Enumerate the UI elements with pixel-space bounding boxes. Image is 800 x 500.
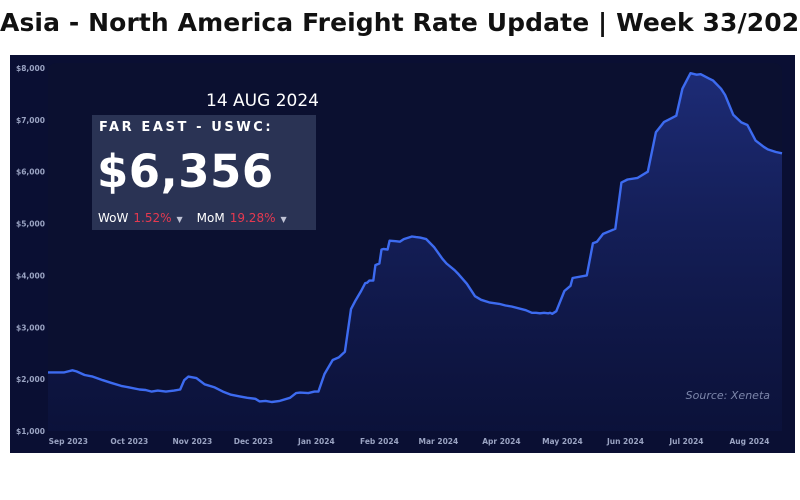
- rate-info-box: FAR EAST - USWC: $6,356 WoW 1.52% ▼ MoM 19.2…: [92, 115, 316, 230]
- x-tick-label: Jul 2024: [668, 437, 703, 446]
- mom-value: 19.28%: [229, 211, 276, 225]
- x-tick-label: May 2024: [542, 437, 583, 446]
- change-stats: WoW 1.52% ▼ MoM 19.28% ▼: [98, 211, 301, 225]
- date-label: 14 AUG 2024: [206, 91, 319, 111]
- wow-label: WoW: [98, 211, 129, 225]
- y-tick-label: $5,000: [16, 220, 45, 229]
- route-label: FAR EAST - USWC:: [99, 120, 274, 135]
- bottom-strip: [0, 460, 800, 500]
- x-tick-label: Mar 2024: [419, 437, 459, 446]
- y-tick-label: $1,000: [16, 427, 45, 436]
- x-tick-label: Sep 2023: [49, 437, 88, 446]
- x-tick-label: Nov 2023: [172, 437, 212, 446]
- x-tick-label: Dec 2023: [234, 437, 273, 446]
- x-tick-label: Aug 2024: [729, 437, 769, 446]
- x-tick-label: Feb 2024: [360, 437, 399, 446]
- x-tick-label: Oct 2023: [110, 437, 148, 446]
- y-axis: $1,000 $2,000 $3,000 $4,000 $5,000 $6,000 $7,0…: [16, 64, 45, 436]
- series-line: [48, 72, 783, 404]
- source-label: Source: Xeneta: [685, 389, 770, 402]
- x-tick-label: Jun 2024: [606, 437, 644, 446]
- y-tick-label: $7,000: [16, 116, 45, 125]
- y-tick-label: $6,000: [16, 168, 45, 177]
- wow-down-caret-icon: ▼: [176, 215, 183, 224]
- y-tick-label: $2,000: [16, 375, 45, 384]
- chart-panel: $1,000 $2,000 $3,000 $4,000 $5,000 $6,000 $7,0…: [10, 55, 795, 453]
- x-tick-label: Jan 2024: [297, 437, 335, 446]
- x-axis: Sep 2023 Oct 2023 Nov 2023 Dec 2023 Jan 2024…: [49, 437, 770, 446]
- mom-down-caret-icon: ▼: [280, 215, 287, 224]
- wow-value: 1.52%: [133, 211, 172, 225]
- x-tick-label: Apr 2024: [482, 437, 520, 446]
- page-title: Asia - North America Freight Rate Update…: [0, 8, 800, 37]
- y-tick-label: $8,000: [16, 64, 45, 73]
- series-area: [48, 73, 782, 431]
- current-price: $6,356: [97, 145, 274, 198]
- y-tick-label: $3,000: [16, 323, 45, 332]
- y-tick-label: $4,000: [16, 271, 45, 280]
- mom-label: MoM: [196, 211, 225, 225]
